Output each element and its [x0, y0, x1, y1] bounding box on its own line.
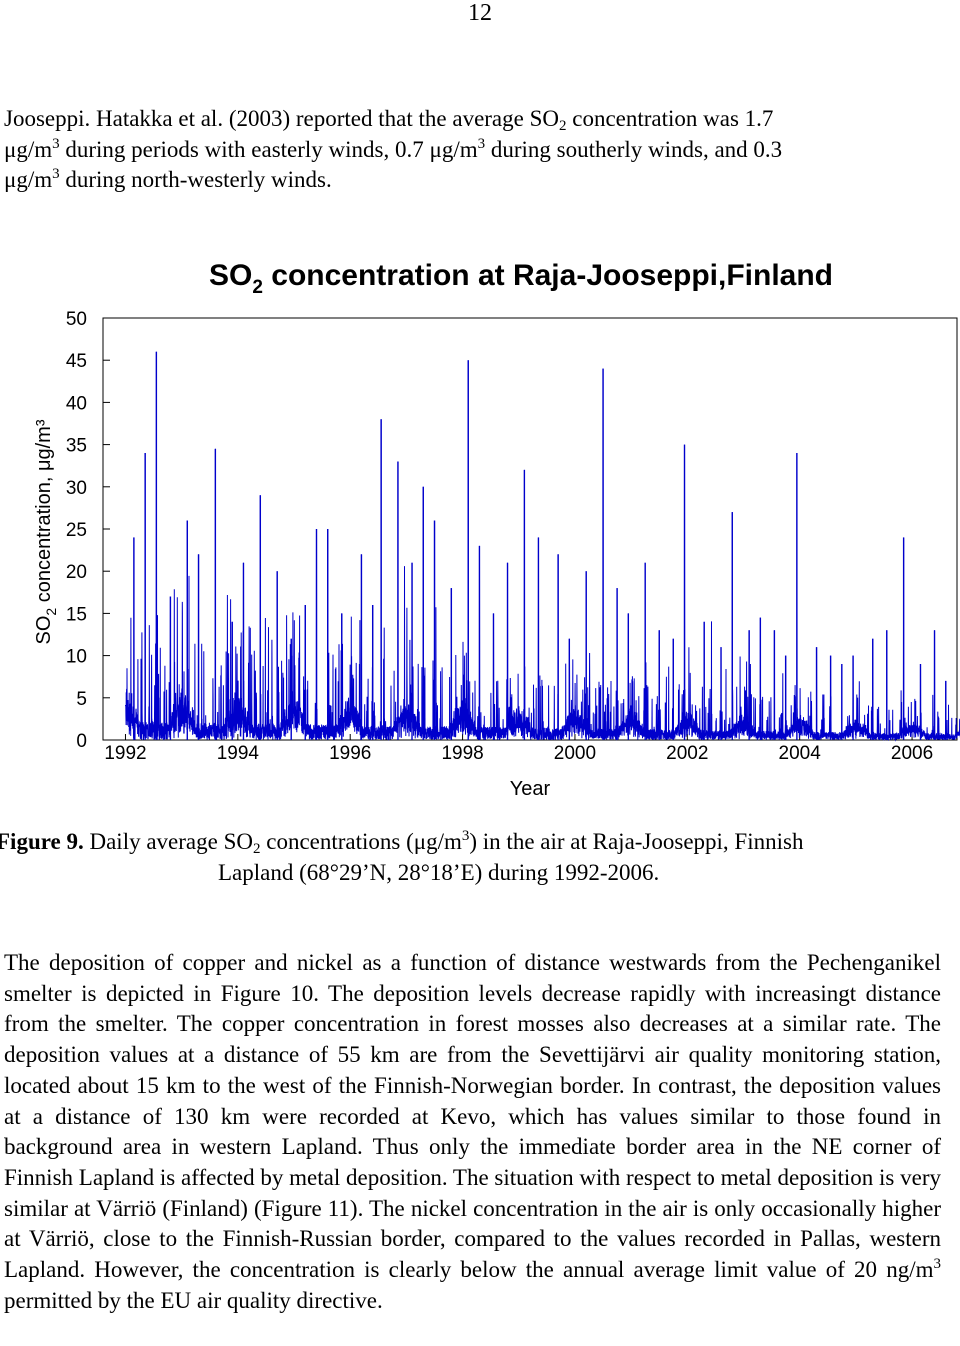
x-tick-label: 1998 [441, 743, 483, 764]
intro-text: during north-westerly winds. [59, 167, 332, 193]
y-axis-label-sub: 2 [43, 608, 59, 616]
x-tick-label: 2004 [779, 743, 822, 764]
y-tick-label: 30 [66, 478, 87, 499]
intro-text: during periods with easterly winds, 0.7 … [59, 136, 478, 162]
body-paragraph: The deposition of copper and nickel as a… [4, 948, 941, 1316]
body-text: The deposition of copper and nickel as a… [4, 950, 941, 1283]
chart-title-rest: concentration at Raja-Jooseppi,Finland [263, 259, 833, 292]
chart-title-sub: 2 [252, 277, 263, 298]
x-tick-label: 2002 [666, 743, 708, 764]
caption-text: concentrations (μg/m [260, 829, 462, 854]
subscript: 2 [559, 118, 567, 134]
x-tick-label: 1996 [329, 743, 371, 764]
chart-title: SO2 concentration at Raja-Jooseppi,Finla… [209, 259, 833, 298]
intro-text: concentration was 1.7 [566, 106, 774, 131]
intro-text: μg/m [4, 167, 53, 193]
y-tick-label: 45 [66, 351, 87, 372]
y-tick-label: 0 [76, 731, 87, 752]
intro-text: Jooseppi. Hatakka et al. (2003) reported… [4, 106, 559, 131]
caption-text: ) in the air at Raja-Jooseppi, Finnish [469, 829, 804, 854]
intro-paragraph: Jooseppi. Hatakka et al. (2003) reported… [4, 104, 941, 196]
y-tick-label: 5 [76, 689, 87, 710]
x-axis-label: Year [510, 778, 551, 800]
figure-caption: Figure 9. Daily average SO2 concentratio… [0, 826, 952, 888]
caption-text: Daily average SO [83, 829, 253, 854]
so2-chart: SO2 concentration at Raja-Jooseppi,Finla… [33, 259, 960, 800]
y-tick-label: 20 [66, 562, 87, 583]
figure-label: Figure 9. [0, 829, 84, 854]
x-tick-label: 1992 [104, 743, 146, 764]
page-number: 12 [468, 0, 492, 26]
y-tick-label: 40 [66, 393, 87, 414]
x-tick-label: 2000 [554, 743, 596, 764]
caption-line-2: Lapland (68°29’N, 28°18’E) during 1992-2… [218, 860, 660, 885]
intro-text: during southerly winds, and 0.3 [485, 136, 783, 162]
y-tick-label: 10 [66, 647, 87, 668]
superscript: 3 [477, 135, 486, 152]
body-text: permitted by the EU air quality directiv… [4, 1287, 383, 1313]
y-tick-label: 15 [66, 604, 87, 625]
so2-series-line [125, 351, 960, 742]
x-tick-label: 1994 [217, 743, 260, 764]
y-axis-label: SO2 concentration, μg/m³ [33, 419, 59, 644]
superscript: 3 [52, 166, 60, 183]
superscript: 3 [461, 828, 470, 844]
superscript: 3 [52, 135, 60, 152]
y-axis-label-rest: concentration, μg/m³ [33, 419, 55, 608]
intro-text: μg/m [4, 136, 53, 162]
y-tick-label: 50 [66, 309, 87, 330]
x-tick-label: 2006 [891, 743, 933, 764]
y-tick-label: 25 [66, 520, 87, 541]
superscript: 3 [933, 1256, 942, 1273]
subscript: 2 [252, 841, 261, 857]
y-tick-label: 35 [66, 436, 87, 457]
